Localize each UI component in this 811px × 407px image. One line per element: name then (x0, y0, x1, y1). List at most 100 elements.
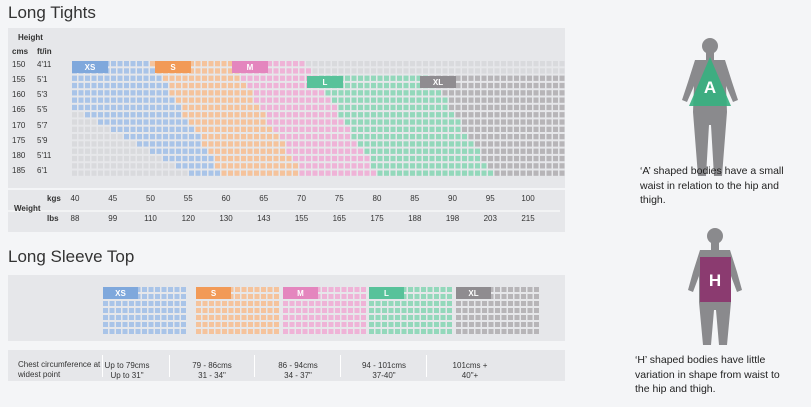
grid-square (520, 119, 526, 125)
grid-square (296, 308, 301, 313)
grid-square (260, 155, 266, 162)
grid-square (91, 126, 97, 132)
grid-square (395, 322, 400, 327)
grid-square (156, 134, 162, 140)
grid-square (390, 148, 396, 154)
kgs-value: 75 (334, 194, 344, 203)
grid-square (104, 112, 110, 118)
grid-square (495, 308, 500, 313)
grid-square (306, 104, 311, 111)
grid-square (501, 322, 507, 327)
grid-square (283, 308, 288, 313)
grid-square (434, 308, 439, 313)
grid-square (364, 170, 370, 176)
grid-square (142, 301, 147, 306)
grid-square (469, 301, 474, 306)
kgs-value: 40 (70, 194, 80, 203)
grid-square (540, 90, 545, 96)
grid-square (501, 308, 507, 313)
grid-square (455, 126, 461, 132)
grid-square (338, 119, 344, 125)
grid-square (325, 163, 331, 169)
grid-square (260, 134, 266, 140)
grid-square (289, 329, 295, 334)
grid-square (174, 308, 180, 313)
grid-square (122, 308, 128, 313)
grid-square (397, 170, 402, 176)
grid-square (117, 119, 123, 125)
grid-square (390, 155, 396, 162)
grid-square (181, 329, 186, 334)
grid-square (267, 75, 272, 81)
grid-square (176, 104, 181, 111)
grid-square (403, 61, 409, 67)
grid-square (195, 68, 201, 74)
grid-square (377, 82, 383, 89)
grid-square (358, 75, 363, 81)
grid-square (228, 134, 233, 140)
grid-square (527, 329, 533, 334)
grid-square (527, 61, 532, 67)
grid-square (215, 308, 221, 313)
grid-square (449, 163, 454, 169)
grid-square (348, 329, 353, 334)
grid-square (427, 315, 433, 320)
grid-square (440, 301, 446, 306)
grid-square (189, 119, 194, 125)
grid-square (559, 104, 565, 111)
grid-square (328, 329, 334, 334)
grid-square (111, 68, 116, 74)
grid-square (111, 75, 116, 81)
height-ftin: 5'3 (37, 90, 48, 99)
grid-square (319, 119, 324, 125)
grid-square (364, 134, 370, 140)
grid-square (351, 134, 357, 140)
grid-square (325, 155, 331, 162)
grid-square (293, 148, 298, 154)
grid-square (325, 97, 331, 103)
grid-square (364, 155, 370, 162)
grid-square (488, 126, 493, 132)
grid-square (156, 112, 162, 118)
grid-square (129, 301, 134, 306)
grid-square (429, 163, 435, 169)
size-label: S (211, 289, 217, 298)
grid-square (98, 155, 103, 162)
grid-square (293, 141, 298, 147)
grid-square (390, 97, 396, 103)
grid-square (455, 75, 461, 81)
grid-square (182, 90, 188, 96)
grid-square (208, 170, 214, 176)
grid-square (501, 90, 506, 96)
grid-square (348, 315, 353, 320)
grid-square (481, 119, 487, 125)
grid-square (358, 90, 363, 96)
grid-square (501, 119, 506, 125)
grid-square (369, 308, 374, 313)
chest-inches: 40"+ (461, 371, 479, 380)
grid-square (351, 126, 357, 132)
grid-square (488, 90, 493, 96)
grid-square (143, 126, 149, 132)
grid-square (475, 126, 480, 132)
grid-square (130, 61, 136, 67)
grid-square (111, 148, 116, 154)
grid-square (161, 294, 167, 299)
grid-square (124, 61, 129, 67)
grid-square (481, 163, 487, 169)
grid-square (507, 141, 513, 147)
grid-square (507, 61, 513, 67)
grid-square (358, 141, 363, 147)
grid-square (261, 322, 266, 327)
grid-square (98, 82, 103, 89)
grid-square (520, 68, 526, 74)
grid-square (540, 163, 545, 169)
kgs-value: 55 (183, 194, 193, 203)
grid-square (274, 329, 279, 334)
grid-square (501, 329, 507, 334)
grid-square (181, 322, 186, 327)
grid-square (189, 134, 194, 140)
size-label: M (247, 63, 254, 72)
grid-square (507, 68, 513, 74)
